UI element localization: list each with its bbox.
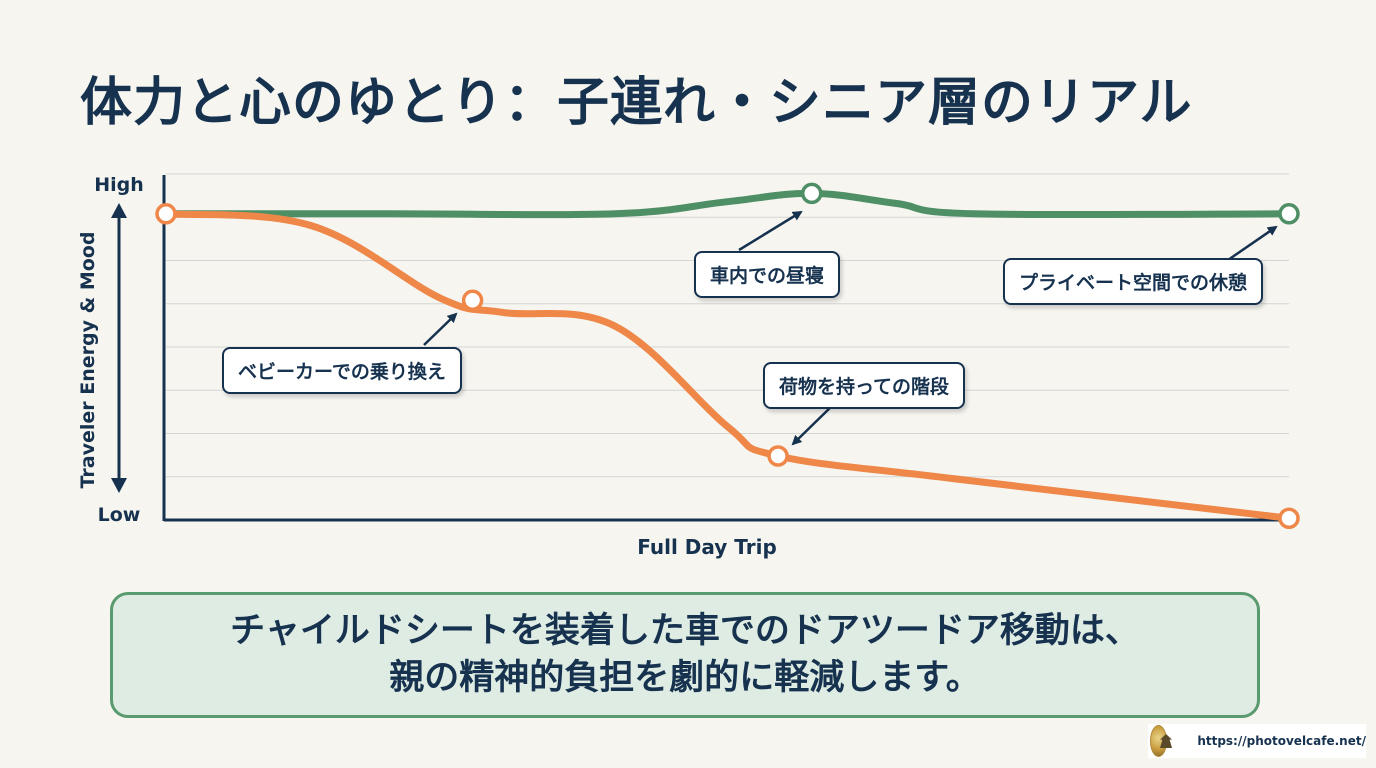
- callout-arrow-stairs: [791, 403, 835, 446]
- orange-line-point-2: [767, 445, 789, 467]
- callout-private-rest: プライベート空間での休憩: [1003, 258, 1264, 305]
- footer-badge: https://photovelcafe.net/: [1148, 724, 1366, 758]
- callout-arrow-rest: [1227, 225, 1278, 262]
- green-line-point-1: [1278, 203, 1300, 225]
- series-lines: [162, 189, 1293, 522]
- orange-line-point-0: [155, 203, 177, 225]
- y-axis-label: Traveler Energy & Mood: [77, 232, 99, 489]
- callout-stroller-transfer: ベビーカーでの乗り換え: [222, 347, 462, 394]
- footer-url[interactable]: https://photovelcafe.net/: [1197, 734, 1366, 748]
- series-orange-line: [162, 210, 1293, 522]
- callout-stairs-luggage: 荷物を持っての階段: [763, 362, 966, 409]
- orange-line-point-1: [461, 289, 484, 312]
- callout-arrow-nap: [738, 210, 803, 252]
- y-tick-low: Low: [98, 504, 141, 526]
- page-title: 体力と心のゆとり：子連れ・シニア層のリアル: [80, 73, 1193, 133]
- series-markers: [155, 182, 1300, 530]
- grid-lines: [166, 173, 1289, 478]
- series-green-line: [162, 189, 1293, 219]
- y-tick-high: High: [94, 174, 144, 196]
- site-logo-icon: [1150, 725, 1168, 757]
- y-arrow-down-icon: [111, 478, 127, 493]
- summary-line-1: チャイルドシートを装着した車でのドアツードア移動は、: [230, 610, 1140, 651]
- energy-mood-chart: High Low Traveler Energy & Mood Full Day…: [77, 173, 1300, 559]
- callout-arrow-stroller: [423, 312, 458, 346]
- y-arrow-up-icon: [111, 203, 127, 218]
- callout-arrows: [423, 210, 1278, 446]
- x-axis-label: Full Day Trip: [637, 535, 777, 559]
- green-line-point-0: [800, 182, 823, 205]
- orange-line-point-3: [1278, 507, 1300, 530]
- summary-line-2: 親の精神的負担を劇的に軽減します。: [389, 658, 981, 698]
- callout-nap: 車内での昼寝: [694, 251, 841, 298]
- summary-box: チャイルドシートを装着した車でのドアツードア移動は、 親の精神的負担を劇的に軽減…: [110, 592, 1260, 718]
